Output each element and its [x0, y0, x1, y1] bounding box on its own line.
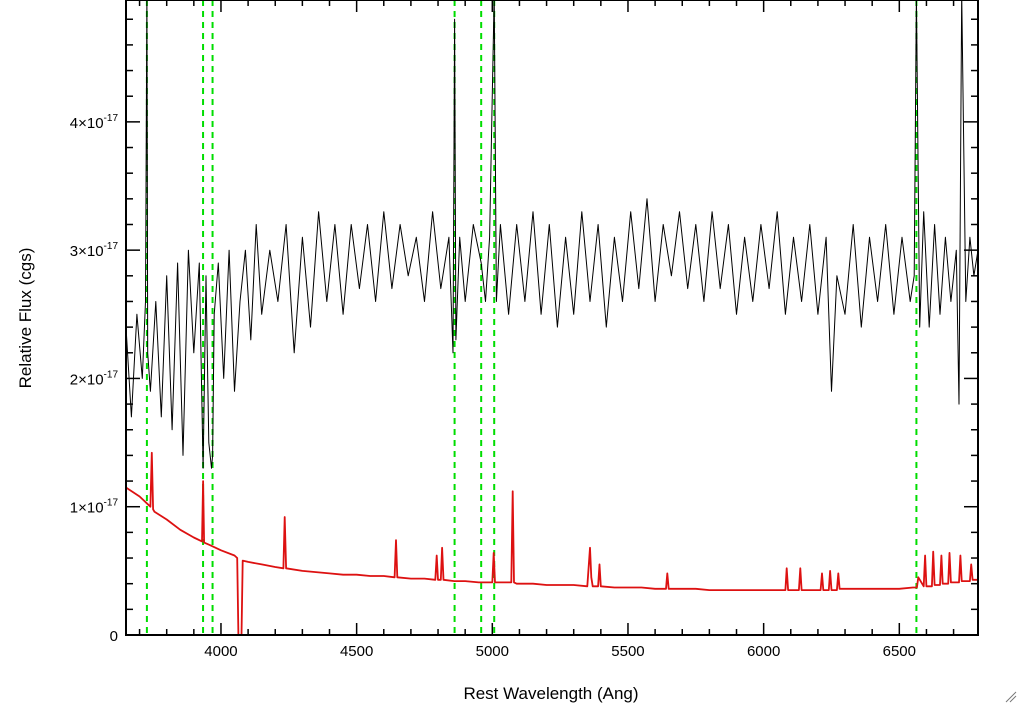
- axes: 4000 4500 5000 5500 6000 6500 0 1×10-17 2×10-17 3…: [70, 0, 979, 660]
- x-tick-label: 5000: [476, 643, 509, 660]
- x-tick-label: 6000: [747, 643, 780, 660]
- plot-area: [126, 0, 978, 635]
- y-tick-label: 4×10-17: [70, 113, 119, 132]
- y-tick-label: 0: [110, 628, 118, 645]
- y-tick-label: 1×10-17: [70, 498, 119, 517]
- series-line-1: [126, 0, 978, 469]
- x-tick-label: 6500: [883, 643, 916, 660]
- series-line-2: [126, 451, 978, 635]
- y-tick-label: 2×10-17: [70, 369, 119, 388]
- y-tick-label: 3×10-17: [70, 241, 119, 260]
- x-axis-label: Rest Wavelength (Ang): [463, 684, 638, 703]
- x-tick-label: 4500: [340, 643, 373, 660]
- x-tick-label: 4000: [204, 643, 237, 660]
- plot-frame: [125, 0, 979, 636]
- resize-grip-icon[interactable]: [1005, 691, 1017, 703]
- x-tick-label: 5500: [611, 643, 644, 660]
- reference-lines: [145, 0, 918, 635]
- series-layer: [126, 0, 978, 635]
- y-axis-label: Relative Flux (cgs): [16, 248, 35, 389]
